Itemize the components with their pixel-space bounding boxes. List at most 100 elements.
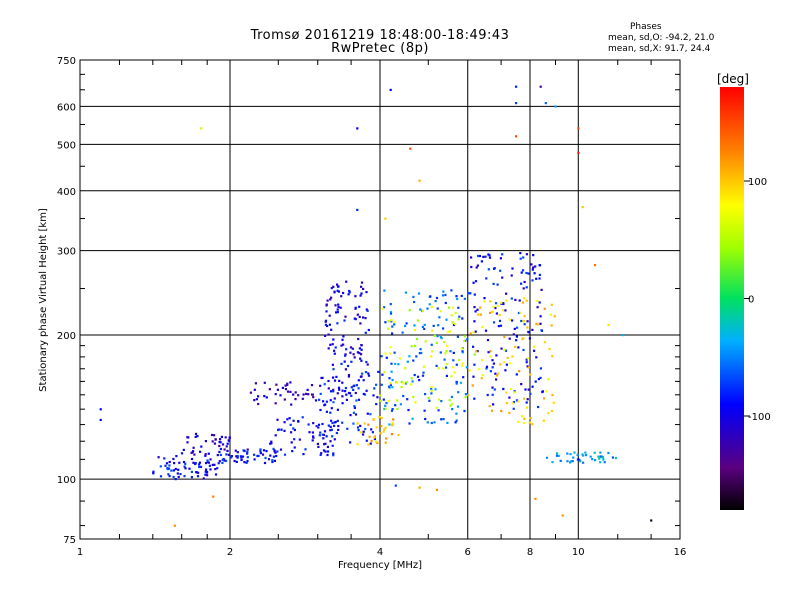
data-point [522,421,525,425]
data-point [491,366,494,369]
data-point [333,379,337,382]
data-point [330,328,333,331]
data-point [480,260,483,263]
data-point [393,323,396,326]
data-point [267,458,271,461]
data-point [539,322,542,325]
data-point [463,335,466,338]
data-point [650,519,653,522]
data-point [495,312,498,315]
data-point [388,377,391,380]
data-point [527,366,530,369]
data-point [430,305,433,308]
data-point [362,433,365,436]
data-point [486,393,489,397]
data-point [306,388,309,391]
data-point [402,382,405,385]
data-point [501,309,505,312]
data-point [332,285,335,288]
data-point [332,452,335,455]
data-point [273,459,276,462]
data-point [354,413,358,416]
x-tick-label: 16 [674,547,687,558]
data-point [165,462,169,465]
data-point [337,424,340,428]
data-point [410,377,413,380]
data-point [430,389,433,392]
data-point [246,456,249,459]
data-point [170,469,173,472]
data-point [335,375,338,378]
data-point [292,393,295,396]
data-point [364,331,367,334]
data-point [360,292,363,295]
data-point [571,460,574,463]
data-point [356,426,360,429]
data-point [523,280,526,284]
data-point [384,426,387,429]
data-point [99,418,102,421]
data-point [456,405,459,408]
data-point [522,319,525,323]
data-point [427,396,430,399]
data-point [329,399,332,402]
data-point [535,322,538,326]
data-point [253,399,256,402]
data-point [184,467,187,470]
data-point [390,319,393,322]
data-point [194,435,197,438]
data-point [253,453,256,456]
data-point [289,390,292,393]
data-point [492,267,496,270]
data-point [401,331,404,334]
data-point [415,337,419,340]
data-point [326,453,329,457]
data-point [475,266,478,269]
data-point [331,363,334,366]
data-point [367,423,370,426]
data-point [450,314,453,317]
data-point [442,327,445,330]
data-point [405,381,408,384]
data-point [335,311,338,314]
x-axis-title: Frequency [MHz] [338,560,422,571]
data-point [213,434,216,437]
data-point [505,292,508,295]
data-point [367,328,370,332]
data-point [272,455,275,458]
data-point [478,368,481,371]
data-point [607,323,610,326]
data-point [227,453,230,456]
data-point [531,279,534,282]
data-point [192,446,195,449]
data-point [419,348,422,351]
data-point [511,267,514,270]
data-point [466,337,469,341]
data-point [458,358,461,362]
data-point [390,409,394,412]
data-point [408,422,411,425]
data-point [187,436,190,439]
data-point [235,460,238,463]
data-point [294,391,297,394]
data-point [543,307,546,310]
data-point [529,373,532,376]
data-point [351,347,354,350]
data-point [326,324,329,328]
data-point [390,362,393,365]
data-point [533,349,536,352]
data-point [444,293,447,297]
data-point [279,448,283,451]
data-point [331,444,334,447]
data-point [430,343,433,346]
data-point [435,296,439,300]
data-point [323,430,327,433]
data-point [389,88,392,91]
data-point [281,386,284,389]
data-point [219,441,222,444]
data-point [159,465,162,468]
data-point [206,459,209,462]
data-point [265,396,268,399]
data-point [433,334,436,337]
data-point [221,461,224,464]
